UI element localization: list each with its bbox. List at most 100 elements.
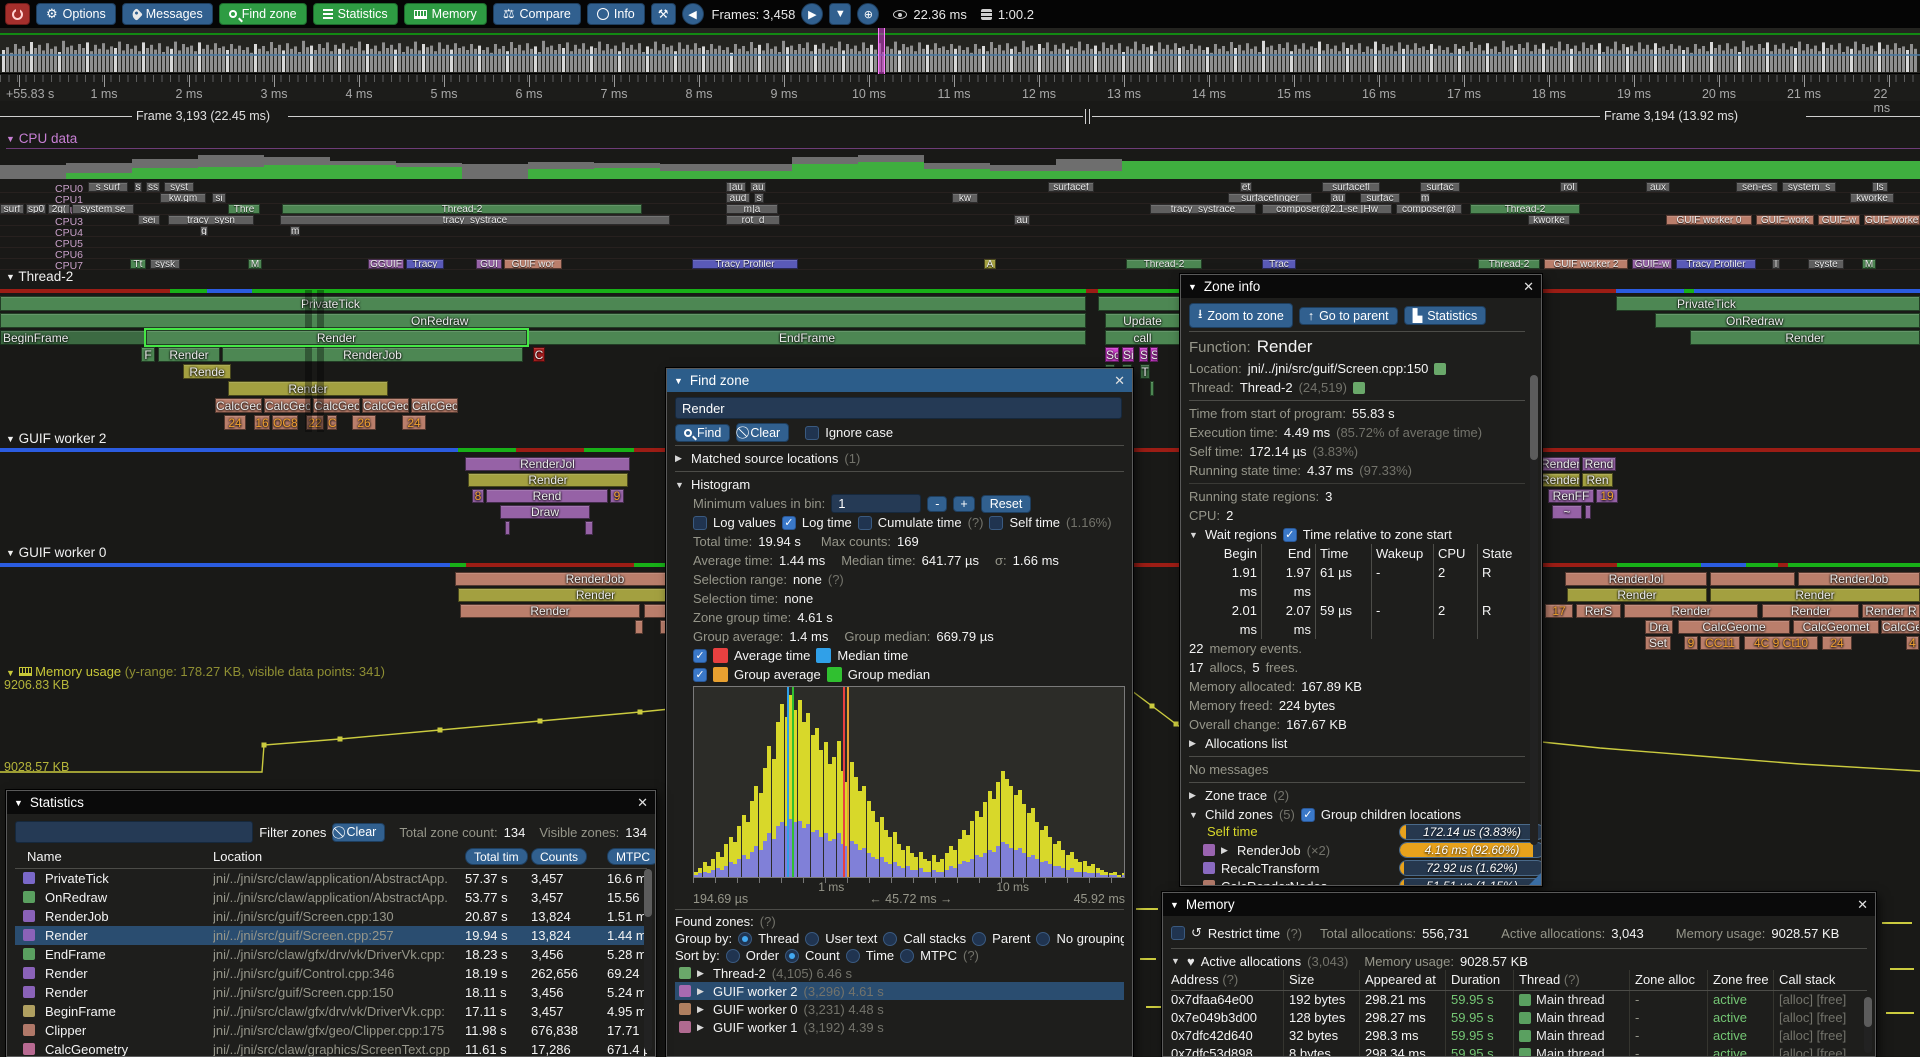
timeline-zone[interactable]: Tt xyxy=(130,259,146,269)
frame-row[interactable]: Frame 3,193 (22.45 ms) Frame 3,194 (13.9… xyxy=(0,101,1920,128)
collapse-icon[interactable]: ▼ xyxy=(674,375,683,386)
section-header-guif-worker-0[interactable]: ▼ GUIF worker 0 xyxy=(6,545,107,560)
timeline-zone[interactable] xyxy=(1710,572,1795,586)
timeline-zone[interactable]: CC11 xyxy=(1700,636,1740,650)
timeline-zone[interactable]: kw.gm xyxy=(160,193,206,203)
section-header-guif-worker-2[interactable]: ▼ GUIF worker 2 xyxy=(6,431,107,446)
timeline-zone[interactable] xyxy=(1150,381,1154,396)
timeline-zone[interactable]: PrivateTick xyxy=(0,296,1086,311)
timeline-zone[interactable]: Thre xyxy=(228,204,260,214)
timeline-zone[interactable]: CalcGeo C xyxy=(1881,620,1920,634)
timeline-zone[interactable]: 4 xyxy=(1906,636,1919,650)
timeline-zone[interactable]: C xyxy=(533,347,545,362)
clear-filter-button[interactable]: ⃠Clear xyxy=(332,822,386,842)
timeline-zone[interactable]: Render xyxy=(144,328,529,347)
min-bin-plus-button[interactable]: + xyxy=(953,495,975,512)
timeline-zone[interactable]: tracy_systrace xyxy=(280,215,670,225)
timeline-zone[interactable]: GUIF-w xyxy=(1818,215,1860,225)
zone-info-header[interactable]: ▼ Zone info ✕ xyxy=(1181,275,1541,298)
timeline-zone[interactable]: surfacefl xyxy=(1322,182,1380,192)
timeline-zone[interactable]: au xyxy=(1330,193,1346,203)
found-zone-group[interactable]: ▶ GUIF worker 2 (3,296) 4.61 s xyxy=(675,982,1124,1000)
timeline-zone[interactable]: ~ xyxy=(1552,505,1582,519)
options-button[interactable]: Options xyxy=(36,3,116,25)
timeline-zone[interactable]: GUIF-w xyxy=(1632,259,1672,269)
section-header-thread-2[interactable]: ▼ Thread-2 xyxy=(6,269,74,284)
close-icon[interactable]: ✕ xyxy=(1857,896,1868,912)
alloc-callstack[interactable]: [alloc] [free] xyxy=(1773,991,1867,1009)
section-header-cpu-data[interactable]: ▼ CPU data xyxy=(6,131,1920,149)
timeline-zone[interactable]: 19 xyxy=(1596,489,1618,503)
statistics-row[interactable]: EndFrame jni/../jni/src/claw/gfx/drv/vk/D… xyxy=(15,945,647,964)
timeline-zone[interactable]: s xyxy=(134,182,142,192)
timeline-zone[interactable]: RenFF xyxy=(1548,489,1594,503)
timeline-zone[interactable]: kw xyxy=(952,193,978,203)
timeline-zone[interactable]: g xyxy=(200,226,208,236)
expander-icon[interactable]: ▶ xyxy=(697,967,704,978)
timeline-zone[interactable]: sen-es xyxy=(1736,182,1778,192)
frame-dropdown-button[interactable]: ▼ xyxy=(829,3,852,25)
timeline-zone[interactable]: RerS xyxy=(1576,604,1621,618)
tools-button[interactable] xyxy=(650,3,676,25)
statistics-scrollbar[interactable] xyxy=(644,869,652,1051)
timeline-zone[interactable]: Thread-2 xyxy=(1126,259,1202,269)
memory-column-header[interactable]: Appeared at xyxy=(1359,970,1445,990)
timeline-zone[interactable]: Render xyxy=(1710,588,1920,602)
statistics-button[interactable]: ▙ Statistics xyxy=(1403,306,1487,325)
timeline-zone[interactable]: ss xyxy=(146,182,160,192)
frame-label-left[interactable]: Frame 3,193 (22.45 ms) xyxy=(136,109,271,123)
timeline-zone[interactable]: Draw xyxy=(500,505,590,519)
found-zone-group[interactable]: ▶ GUIF worker 0 (3,231) 4.48 s xyxy=(675,1000,1124,1018)
timeline-zone[interactable]: PrivateTick xyxy=(1616,296,1920,311)
timeline-zone[interactable]: 17 xyxy=(1545,604,1573,618)
find-zone-histogram[interactable] xyxy=(693,686,1125,878)
log-time-checkbox[interactable]: ✓ xyxy=(781,515,796,530)
timeline-zone[interactable]: RenderJol xyxy=(465,457,630,471)
expander-icon[interactable]: ▶ xyxy=(1221,844,1228,855)
column-total-time-button[interactable]: Total tim xyxy=(465,848,528,865)
timeline-zone[interactable]: composer@2.1-se [Hw xyxy=(1262,204,1392,214)
min-bin-minus-button[interactable]: - xyxy=(927,495,948,512)
timeline-zone[interactable]: CalcGeomet xyxy=(1793,620,1879,634)
timeline-zone[interactable]: surfac xyxy=(1360,193,1400,203)
timeline-zone[interactable]: 24 xyxy=(224,415,246,430)
memory-column-header[interactable]: Duration xyxy=(1445,970,1513,990)
timeline-zone[interactable]: Render xyxy=(1762,604,1859,618)
memory-column-header[interactable]: Thread (?) xyxy=(1513,970,1629,990)
alloc-callstack[interactable]: [alloc] [free] xyxy=(1773,1027,1867,1045)
child-zone-name[interactable]: RecalcTransform xyxy=(1203,860,1399,876)
expander-icon[interactable]: ▼ xyxy=(1189,529,1198,540)
timeline-zone[interactable]: rot_d xyxy=(726,215,780,225)
time-relative-checkbox[interactable]: ✓ xyxy=(1282,527,1297,542)
timeline-zone[interactable]: RenderJob xyxy=(222,347,523,362)
timeline-zone[interactable]: et xyxy=(1240,182,1252,192)
timeline-zone[interactable]: composer@ xyxy=(1396,204,1462,214)
expander-icon[interactable]: ▶ xyxy=(697,985,704,996)
timeline-zone[interactable]: Ren xyxy=(1582,473,1613,487)
close-icon[interactable]: ✕ xyxy=(637,794,648,810)
timeline-zone[interactable]: call xyxy=(1105,330,1180,345)
timeline-zone[interactable]: 24 xyxy=(1822,636,1852,650)
timeline-zone[interactable]: syst xyxy=(164,182,194,192)
find-zone-input[interactable] xyxy=(675,397,1122,419)
timeline-zone[interactable]: 24 xyxy=(402,415,426,430)
found-zone-group[interactable]: ▶ Thread-2 (4,105) 6.46 s xyxy=(675,964,1124,982)
expander-icon[interactable]: ▶ xyxy=(1189,790,1196,800)
find-zone-header[interactable]: ▼ Find zone ✕ xyxy=(667,369,1132,392)
timeline-zone[interactable]: au xyxy=(1014,215,1030,225)
frame-label-right[interactable]: Frame 3,194 (13.92 ms) xyxy=(1604,109,1739,123)
timeline-zone[interactable]: system_s xyxy=(1782,182,1836,192)
statistics-row[interactable]: Render jni/../jni/src/guif/Screen.cpp:150… xyxy=(15,983,647,1002)
memory-column-header[interactable]: Call stack xyxy=(1773,970,1867,990)
timeline-zone[interactable]: RenderJob xyxy=(455,572,735,586)
timeline-zone[interactable] xyxy=(585,521,593,535)
timeline-zone[interactable]: Sc xyxy=(1105,347,1119,362)
matched-locations-label[interactable]: Matched source locations xyxy=(691,451,839,466)
alloc-callstack[interactable]: [alloc] [free] xyxy=(1773,1045,1867,1056)
timeline-zone[interactable]: 26 xyxy=(352,415,376,430)
timeline-zone[interactable]: Render xyxy=(1540,473,1580,487)
timeline-zone[interactable]: Rende xyxy=(183,364,231,379)
timeline-zone[interactable]: CalcGeo xyxy=(215,398,262,413)
timeline-zone[interactable]: Tracy xyxy=(406,259,444,269)
timeline-zone[interactable]: si xyxy=(212,193,226,203)
